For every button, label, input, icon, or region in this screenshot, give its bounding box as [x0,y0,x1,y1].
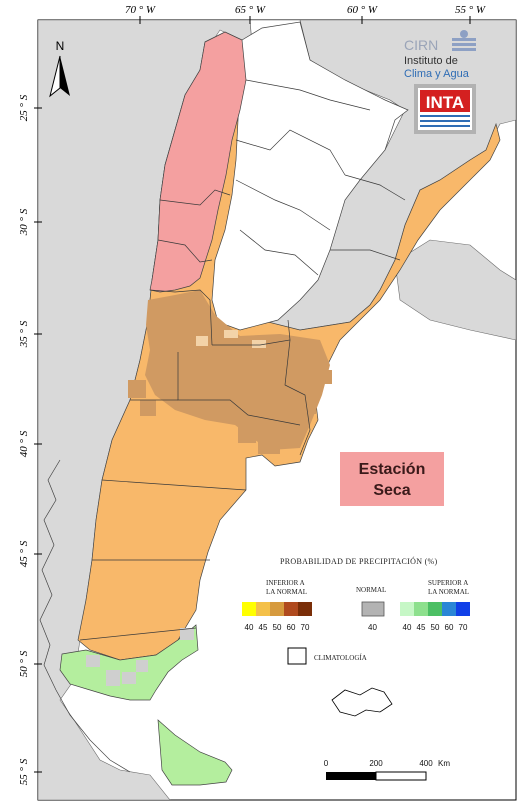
legend-below-tick: 40 [245,623,254,632]
scale-tick-0: 0 [324,759,329,768]
pale-blocks [196,330,266,348]
legend-below-tick: 70 [301,623,310,632]
legend-climatology-label: CLIMATOLOGÍA [314,654,367,662]
legend-below-line2: LA NORMAL [266,588,307,596]
legend-above-tick: 70 [459,623,468,632]
inta-text: INTA [426,93,464,112]
season-box: Estación Seca [340,452,444,506]
legend-above-tick: 45 [417,623,426,632]
lat-label-50: 50 ° S [18,650,30,677]
legend-normal-label: NORMAL [356,586,386,594]
logo-line2: Clima y Agua [404,68,470,80]
legend-climatology-swatch [287,647,307,665]
logo-emblem-icon [452,30,476,51]
uruguay-land [394,239,516,341]
legend-above-swatches [400,602,470,616]
lat-label-45: 45 ° S [18,540,30,567]
legend-above-ticks: 40 45 50 60 70 [403,623,468,632]
brown-blocks [128,330,332,454]
inta-stripes-icon [420,115,470,127]
legend-above-swatch [414,602,428,616]
legend-above-tick: 60 [445,623,454,632]
grid-ticks [34,16,471,773]
legend-below-swatch [284,602,298,616]
legend-below-swatch [298,602,312,616]
legend-above-swatch [400,602,414,616]
legend-normal-tick: 40 [368,623,377,632]
lat-label-40: 40 ° S [18,430,30,457]
legend-above-line2: LA NORMAL [428,588,469,596]
legend-below-line1: INFERIOR A [266,579,305,587]
legend-above-swatch [456,602,470,616]
legend-below-tick: 50 [273,623,282,632]
region-green-tdf [157,719,233,786]
lat-label-55: 55 ° S [18,758,30,785]
region-climatology [211,21,409,331]
region-brown [145,290,330,450]
region-green [59,624,199,701]
legend-below-swatch [256,602,270,616]
north-arrow-icon [60,56,70,96]
legend-below-tick: 60 [287,623,296,632]
legend-above-tick: 40 [403,623,412,632]
legend-below-swatches [242,602,312,616]
legend-above-swatch [442,602,456,616]
lon-label-65: 65 ° W [235,4,266,16]
season-line1: Estación [359,461,426,478]
legend-above-line1: SUPERIOR A [428,579,468,587]
cirn-logo: CIRN Instituto de Clima y Agua INTA [404,30,476,134]
scale-bar: 0 200 400 Km [324,759,450,781]
legend-normal-swatch [361,601,385,617]
season-line2: Seca [373,482,410,499]
legend-above-swatch [428,602,442,616]
scale-unit: Km [438,759,450,768]
legend-below-swatch [270,602,284,616]
lat-label-25: 25 ° S [18,94,30,121]
lon-label-60: 60 ° W [347,4,378,16]
lat-label-35: 35 ° S [18,320,30,348]
north-label: N [56,39,65,53]
logo-org: CIRN [404,37,438,53]
north-arrow: N [49,39,70,98]
legend-title: PROBABILIDAD DE PRECIPITACIÓN (%) [280,556,438,566]
logo-line1: Instituto de [404,55,458,67]
lat-label-30: 30 ° S [18,208,30,236]
province-borders [79,79,406,641]
scale-tick-400: 400 [419,759,433,768]
legend-below-tick: 45 [259,623,268,632]
chile-coast [39,459,131,773]
region-pink [149,31,247,293]
legend: PROBABILIDAD DE PRECIPITACIÓN (%) INFERI… [242,556,470,665]
scale-tick-200: 200 [369,759,383,768]
grey-blocks [86,628,194,686]
legend-below-ticks: 40 45 50 60 70 [245,623,310,632]
season-box-bg [340,452,444,506]
legend-below-swatch [242,602,256,616]
legend-above-tick: 50 [431,623,440,632]
islands [331,687,393,717]
lon-label-70: 70 ° W [125,4,156,16]
lon-label-55: 55 ° W [455,4,486,16]
